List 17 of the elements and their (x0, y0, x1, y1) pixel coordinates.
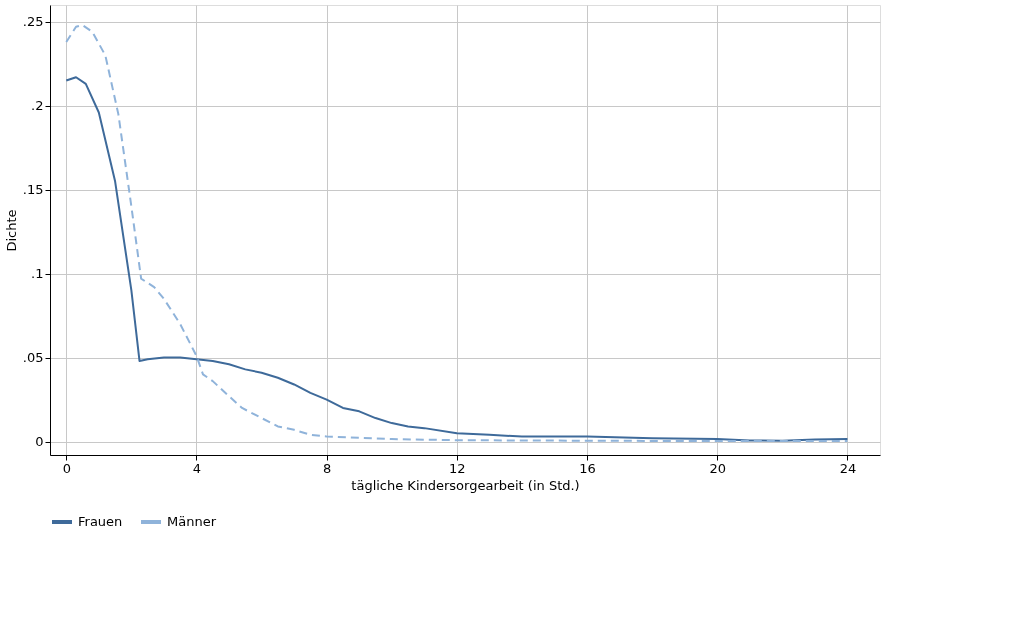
x-tick-label: 24 (839, 460, 857, 476)
x-tick-label: 16 (579, 460, 596, 476)
y-tick-label: 0 (35, 434, 44, 450)
y-tick-label: .15 (22, 182, 44, 198)
x-tick-label: 12 (449, 460, 466, 476)
x-tick-label: 4 (192, 460, 202, 476)
y-tick-label: .25 (22, 14, 44, 30)
y-axis-title: Dichte (3, 209, 19, 252)
y-tick-label: .1 (31, 266, 44, 282)
legend-label: Männer (167, 514, 217, 529)
y-tick-label: .2 (31, 98, 44, 114)
y-tick-label: .05 (22, 350, 44, 366)
x-tick-label: 20 (709, 460, 727, 476)
x-tick-label: 8 (323, 460, 332, 476)
x-axis-title: tägliche Kindersorgearbeit (in Std.) (351, 477, 580, 493)
legend-label: Frauen (78, 514, 123, 529)
x-tick-label: 0 (62, 460, 71, 476)
